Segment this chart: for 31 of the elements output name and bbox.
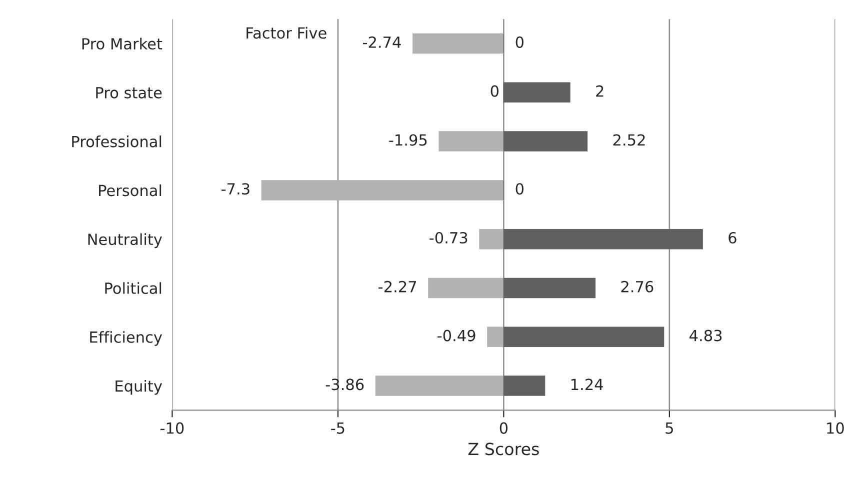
y-tick-label: Pro Market xyxy=(82,38,162,50)
y-tick-label: Efficiency xyxy=(90,331,162,346)
data-label: 2 xyxy=(596,85,604,97)
x-tick-label: 0 xyxy=(500,422,508,434)
data-label: 0 xyxy=(516,36,524,48)
y-tick-label: Pro state xyxy=(96,87,162,98)
y-tick-label: Professional xyxy=(72,136,162,148)
data-label: -0.73 xyxy=(430,232,468,244)
data-label: 6 xyxy=(728,232,736,244)
x-tick-label: 5 xyxy=(666,422,673,434)
data-label: -0.49 xyxy=(438,330,476,342)
x-tick-label: -10 xyxy=(160,422,184,434)
annotation: Factor Five xyxy=(246,26,326,39)
x-tick-label: 10 xyxy=(827,422,844,434)
y-tick-label: Personal xyxy=(99,184,162,196)
data-label: 0 xyxy=(516,183,524,195)
y-tick-label: Neutrality xyxy=(88,233,162,248)
data-label: 1.24 xyxy=(571,378,603,390)
x-tick-label: -5 xyxy=(331,422,344,434)
data-label: -1.95 xyxy=(389,134,427,146)
x-axis-title: Z Scores xyxy=(468,442,539,456)
data-label: 2.52 xyxy=(613,134,645,146)
data-label: -2.74 xyxy=(362,36,401,48)
data-label: 2.76 xyxy=(621,280,654,292)
data-label: 0 xyxy=(490,85,499,97)
y-tick-label: Equity xyxy=(116,380,162,395)
data-label: 4.83 xyxy=(690,330,722,342)
data-label: -2.27 xyxy=(378,280,416,292)
data-label: -3.86 xyxy=(326,378,364,390)
y-tick-label: Political xyxy=(105,282,162,294)
data-label: -7.3 xyxy=(222,183,250,195)
